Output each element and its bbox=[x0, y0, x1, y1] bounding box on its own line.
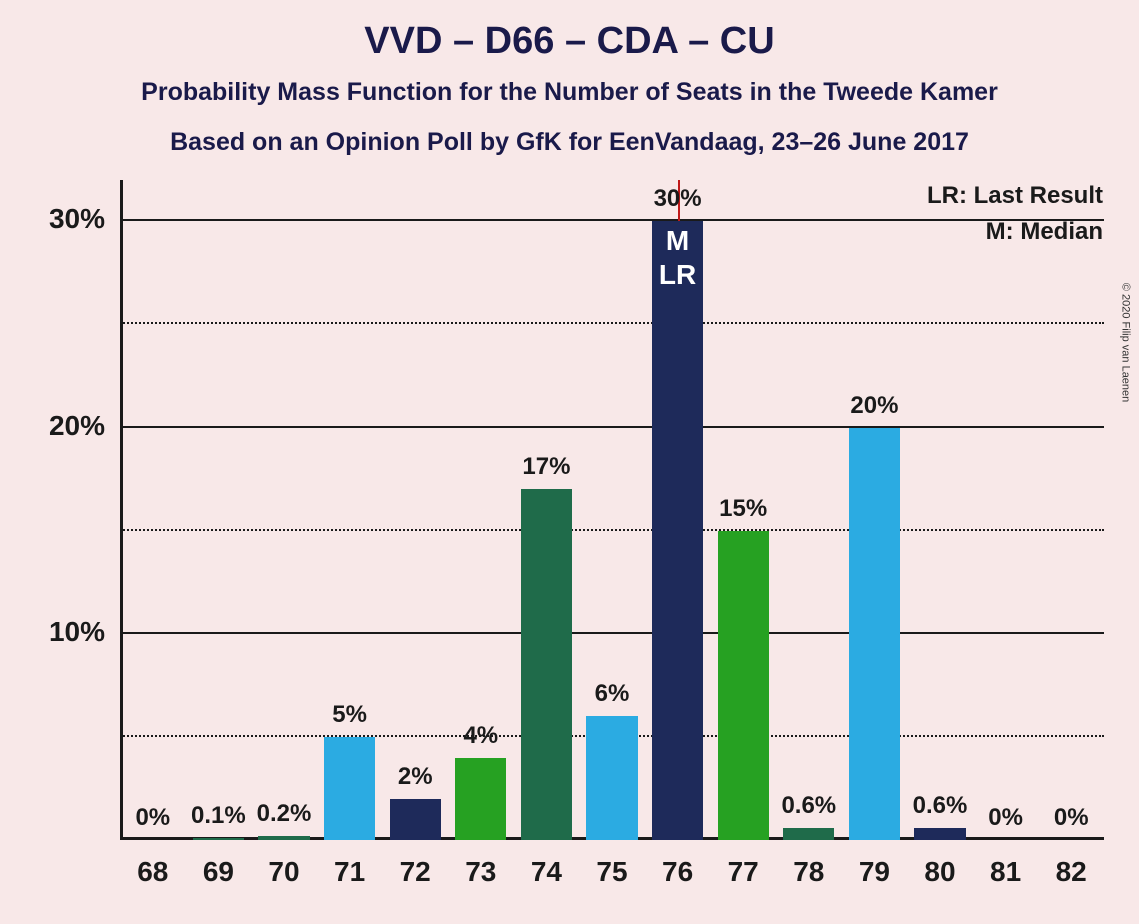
bar-value-label: 0.6% bbox=[781, 792, 836, 820]
x-axis-tick-label: 77 bbox=[728, 856, 759, 888]
bar-value-label: 0% bbox=[988, 804, 1023, 832]
x-axis-tick-label: 72 bbox=[400, 856, 431, 888]
bar bbox=[521, 489, 572, 840]
y-axis-tick-label: 30% bbox=[49, 203, 105, 235]
bar-value-label: 6% bbox=[595, 680, 630, 708]
bar bbox=[849, 428, 900, 841]
bar-value-label: 0.1% bbox=[191, 802, 246, 830]
gridline-major bbox=[120, 426, 1104, 428]
bar-value-label: 0% bbox=[135, 804, 170, 832]
x-axis-tick-label: 75 bbox=[596, 856, 627, 888]
x-axis-tick-label: 74 bbox=[531, 856, 562, 888]
x-axis-tick-label: 78 bbox=[793, 856, 824, 888]
gridline-major bbox=[120, 632, 1104, 634]
bar-value-label: 0.2% bbox=[257, 800, 312, 828]
x-axis-tick-label: 71 bbox=[334, 856, 365, 888]
chart-subtitle-2: Based on an Opinion Poll by GfK for EenV… bbox=[0, 128, 1139, 157]
bar-value-label: 20% bbox=[850, 392, 898, 420]
bar bbox=[718, 531, 769, 840]
x-axis-tick-label: 69 bbox=[203, 856, 234, 888]
bar-value-label: 0.6% bbox=[913, 792, 968, 820]
x-axis-tick-label: 80 bbox=[924, 856, 955, 888]
bar-value-label: 15% bbox=[719, 495, 767, 523]
bar-value-label: 17% bbox=[522, 453, 570, 481]
x-axis-tick-label: 82 bbox=[1056, 856, 1087, 888]
bar-value-label: 2% bbox=[398, 763, 433, 791]
y-axis-tick-label: 10% bbox=[49, 616, 105, 648]
y-axis-line bbox=[120, 180, 123, 840]
bar bbox=[258, 836, 309, 840]
bar bbox=[324, 737, 375, 840]
y-axis-tick-label: 20% bbox=[49, 410, 105, 442]
bar bbox=[914, 828, 965, 840]
gridline-major bbox=[120, 219, 1104, 221]
bar bbox=[783, 828, 834, 840]
x-axis-tick-label: 68 bbox=[137, 856, 168, 888]
bar-value-label: 5% bbox=[332, 701, 367, 729]
x-axis-tick-label: 73 bbox=[465, 856, 496, 888]
bar-value-label: 4% bbox=[463, 722, 498, 750]
bar bbox=[586, 716, 637, 840]
bar bbox=[652, 221, 703, 840]
gridline-minor bbox=[120, 322, 1104, 324]
x-axis-tick-label: 70 bbox=[268, 856, 299, 888]
bar bbox=[455, 758, 506, 841]
in-bar-label: LR bbox=[659, 259, 696, 291]
chart-container: { "title": "VVD – D66 – CDA – CU", "subt… bbox=[0, 0, 1139, 924]
bar bbox=[390, 799, 441, 840]
x-axis-tick-label: 79 bbox=[859, 856, 890, 888]
chart-subtitle-1: Probability Mass Function for the Number… bbox=[0, 78, 1139, 107]
x-axis-tick-label: 81 bbox=[990, 856, 1021, 888]
chart-title: VVD – D66 – CDA – CU bbox=[0, 20, 1139, 63]
x-axis-tick-label: 76 bbox=[662, 856, 693, 888]
bar-value-label: 30% bbox=[654, 185, 702, 213]
bar-value-label: 0% bbox=[1054, 804, 1089, 832]
in-bar-label: M bbox=[666, 225, 689, 257]
copyright-text: © 2020 Filip van Laenen bbox=[1119, 283, 1131, 402]
plot-area: 0% 0.1% 0.2% 5% 2% 4% 17% 6% 30% MLR 15% 0.6% 20% 0.6… bbox=[120, 180, 1104, 840]
gridline-minor bbox=[120, 529, 1104, 531]
bar bbox=[193, 838, 244, 840]
